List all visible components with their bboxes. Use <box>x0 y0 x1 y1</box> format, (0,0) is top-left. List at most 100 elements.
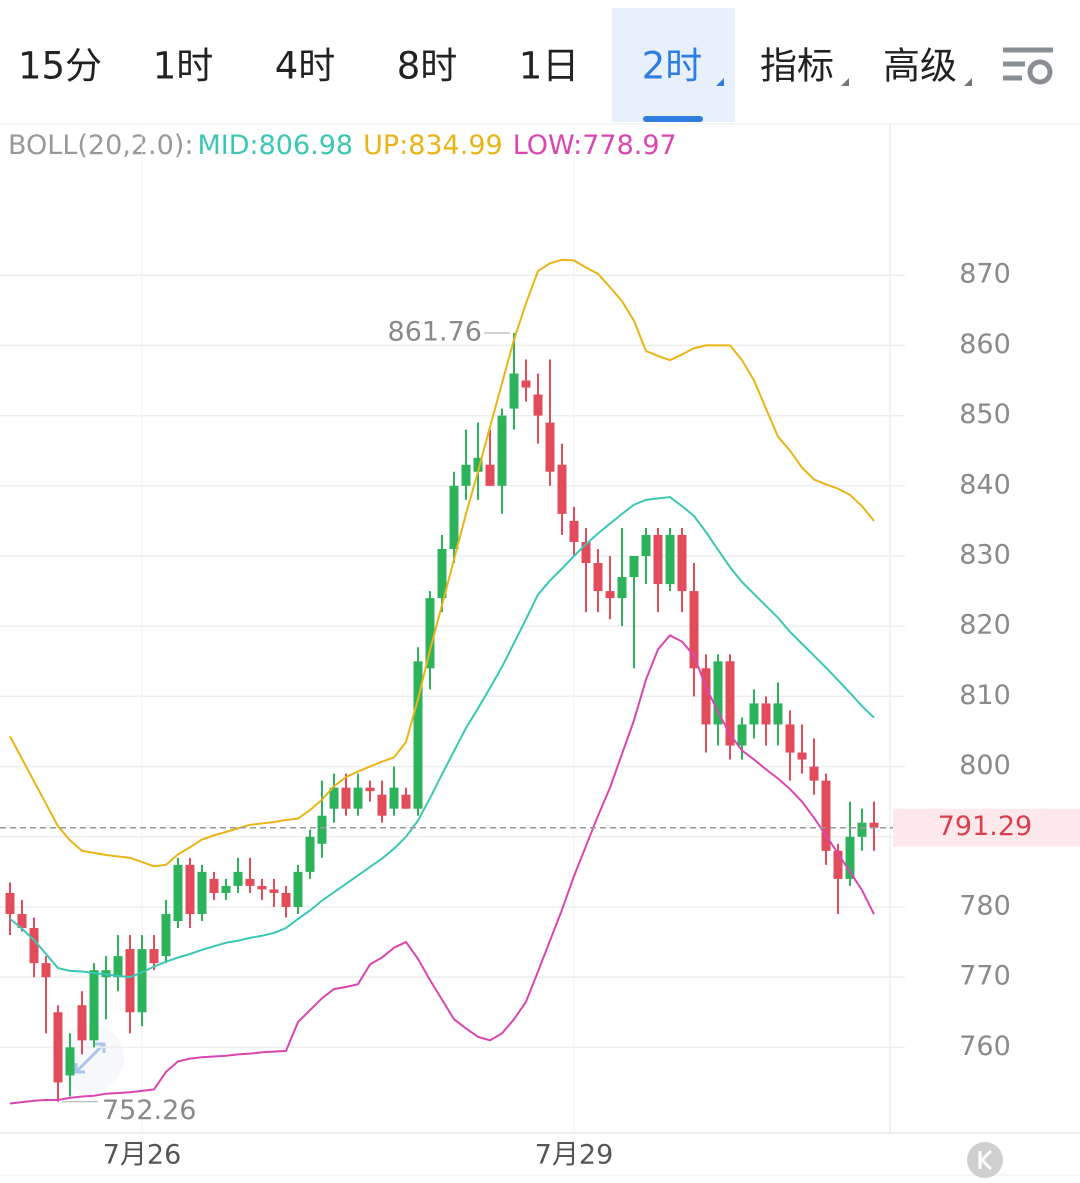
candle-body <box>305 836 315 872</box>
candle-body <box>257 885 267 890</box>
x-tick-label: 7月26 <box>103 1140 182 1171</box>
candle-body <box>161 913 171 957</box>
candle-body <box>869 822 879 828</box>
candle-body <box>353 787 363 809</box>
candle-body <box>425 598 435 669</box>
candle-body <box>413 661 423 809</box>
candle-body <box>689 591 699 669</box>
candle-body <box>233 871 243 886</box>
candle-body <box>737 724 747 746</box>
candle-body <box>749 703 759 725</box>
candle-body <box>785 724 795 753</box>
candle-body <box>533 394 543 416</box>
tab[interactable]: 4时 <box>275 45 336 88</box>
legend-item: MID:806.98 <box>197 130 353 161</box>
candle-body <box>41 963 51 978</box>
tab[interactable]: 高级 <box>883 45 957 88</box>
tab[interactable]: 8时 <box>397 45 458 88</box>
candle-body <box>149 949 159 964</box>
candle-body <box>329 787 339 809</box>
candle-body <box>701 668 711 725</box>
tab[interactable]: 2时 <box>642 45 703 88</box>
candle-body <box>725 661 735 746</box>
legend: BOLL(20,2.0): MID:806.98 UP:834.99 LOW:778.… <box>8 130 677 161</box>
last-price-label: 791.29 <box>938 811 1032 842</box>
max-label: 861.76 <box>388 317 482 348</box>
boll-line <box>9 258 875 868</box>
candle-body <box>401 794 411 809</box>
candle-body <box>17 913 27 929</box>
candle-body <box>641 534 651 556</box>
candle-body <box>365 787 375 792</box>
candle-body <box>173 864 183 922</box>
candle-body <box>581 541 591 564</box>
candle-body <box>221 885 231 893</box>
candle-body <box>809 766 819 781</box>
y-tick-label: 840 <box>959 469 1011 500</box>
candle-body <box>653 534 663 585</box>
candle-body <box>857 822 867 837</box>
candle-body <box>545 422 555 472</box>
candle-body <box>209 878 219 893</box>
candle-body <box>821 780 831 851</box>
candle-body <box>185 864 195 914</box>
candle-body <box>317 815 327 844</box>
candle-body <box>833 850 843 879</box>
candle-body <box>485 464 495 486</box>
candle-body <box>617 577 627 599</box>
candle-body <box>77 1005 87 1041</box>
candle-body <box>125 949 135 1013</box>
tab-underline <box>643 116 703 122</box>
boll-line <box>9 495 875 979</box>
y-tick-label: 870 <box>959 259 1011 290</box>
y-tick-label: 850 <box>959 399 1011 430</box>
candle-body <box>593 563 603 592</box>
candle-body <box>245 878 255 886</box>
candle-body <box>5 892 15 914</box>
boll-line <box>9 634 875 1105</box>
candle-body <box>89 970 99 1041</box>
candle-body <box>605 591 615 599</box>
tab[interactable]: 1时 <box>153 45 214 88</box>
candle-body <box>473 457 483 472</box>
candle-body <box>293 871 303 907</box>
min-label: 752.26 <box>102 1095 196 1126</box>
candle-body <box>845 836 855 879</box>
candle-body <box>497 415 507 486</box>
candle-body <box>557 464 567 514</box>
tab[interactable]: 指标 <box>760 45 834 88</box>
tab[interactable]: 15分 <box>18 45 102 88</box>
y-tick-label: 770 <box>959 961 1011 992</box>
tab[interactable]: 1日 <box>519 45 580 88</box>
y-tick-label: 780 <box>959 890 1011 921</box>
y-tick-label: 810 <box>959 680 1011 711</box>
candle-body <box>569 520 579 542</box>
candle-body <box>137 949 147 1013</box>
candle-body <box>389 787 399 809</box>
tab-arrow <box>841 78 849 86</box>
candle-body <box>713 661 723 725</box>
kline-button[interactable] <box>967 1142 1003 1178</box>
tab-arrow <box>716 78 724 86</box>
candle-body <box>437 548 447 599</box>
x-tick-label: 7月29 <box>535 1140 614 1171</box>
candle-body <box>773 703 783 725</box>
candle-body <box>677 534 687 592</box>
candle-body <box>269 889 279 893</box>
candle-body <box>629 555 639 578</box>
y-tick-label: 860 <box>959 329 1011 360</box>
legend-item: UP:834.99 <box>363 130 503 161</box>
candle-body <box>197 871 207 914</box>
candle-body <box>449 485 459 549</box>
candle-body <box>665 534 675 585</box>
candle-body <box>53 1012 63 1083</box>
settings-icon[interactable] <box>1003 47 1053 85</box>
candle-body <box>29 928 39 964</box>
y-tick-label: 830 <box>959 539 1011 570</box>
y-tick-label: 760 <box>959 1031 1011 1062</box>
candle-body <box>281 892 291 907</box>
indicator-label: BOLL(20,2.0): <box>8 130 193 161</box>
selected-tab-bg <box>612 8 735 122</box>
